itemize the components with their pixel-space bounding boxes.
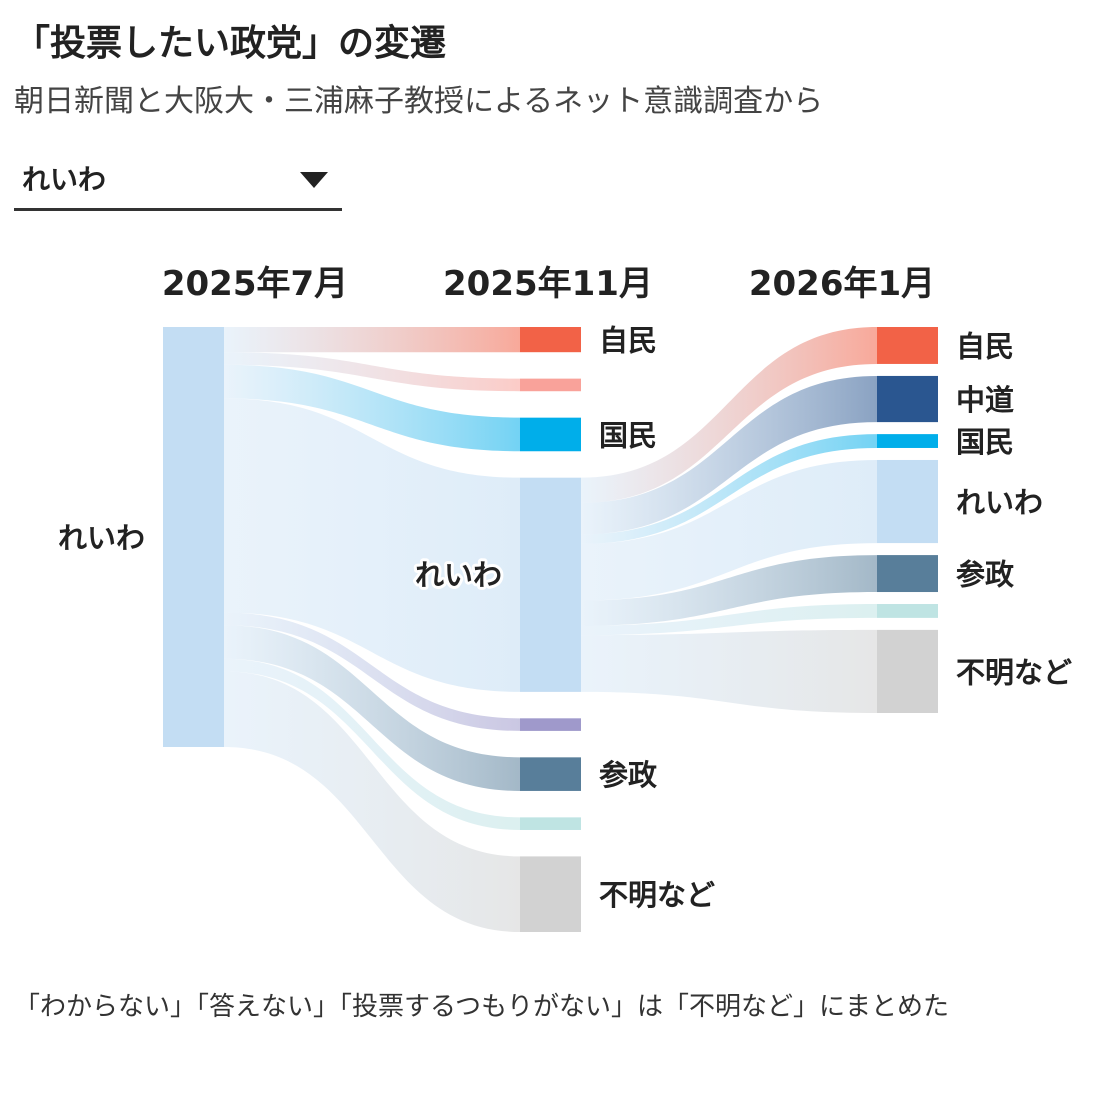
column-header-3: 2026年1月 (749, 264, 935, 304)
sankey-link-r0-to-a_jimin[interactable] (224, 327, 520, 353)
sankey-node-b_fumei[interactable] (877, 629, 938, 713)
sankey-node-b_jimin[interactable] (877, 327, 938, 364)
sankey-link-r0-to-a_fumei[interactable] (224, 671, 520, 932)
sankey-node-b_reiwa[interactable] (877, 459, 938, 544)
sankey-node-a_pink[interactable] (520, 378, 581, 392)
sankey-chart: 2025年7月 2025年11月 2026年1月れいわ自民国民れいわ参政不明など自民… (57, 264, 1073, 932)
sankey-node-a_fumei[interactable] (520, 856, 581, 932)
sankey-link-a_reiwa-to-b_kokumin[interactable] (581, 434, 877, 544)
sankey-links (224, 327, 877, 932)
sankey-label-a_kokumin: 国民 (599, 418, 657, 452)
triangle-down-icon[interactable] (300, 172, 328, 188)
sankey-link-r0-to-a_kokumin[interactable] (224, 364, 520, 452)
sankey-link-a_reiwa-to-b_chudo[interactable] (581, 375, 877, 535)
sankey-label-a_fumei: 不明など (599, 878, 715, 912)
sankey-node-r0[interactable] (163, 327, 224, 747)
sankey-link-r0-to-a_pink[interactable] (224, 352, 520, 392)
sankey-label-b_reiwa: れいわ (956, 486, 1043, 520)
party-selector-value: れいわ (22, 163, 107, 196)
sankey-node-a_kokumin[interactable] (520, 417, 581, 452)
sankey-node-a_reiwa[interactable] (520, 477, 581, 692)
sankey-node-a_purple[interactable] (520, 718, 581, 731)
sankey-label-b_sansei: 参政 (956, 558, 1014, 592)
sankey-node-a_jimin[interactable] (520, 327, 581, 353)
sankey-label-b_kokumin: 国民 (956, 425, 1014, 459)
chart-title: 「投票したい政党」の変遷 (14, 23, 447, 64)
sankey-node-b_kokumin[interactable] (877, 434, 938, 448)
sankey-link-r0-to-a_sansei[interactable] (224, 625, 520, 791)
sankey-node-a_teal[interactable] (520, 817, 581, 830)
party-selector-dropdown[interactable]: れいわ (14, 150, 342, 211)
sankey-label-a_sansei: 参政 (599, 758, 657, 792)
sankey-link-a_reiwa-to-b_jimin[interactable] (581, 327, 877, 503)
sankey-link-a_reiwa-to-b_reiwa[interactable] (581, 459, 877, 601)
chart-subtitle: 朝日新聞と大阪大・三浦麻子教授によるネット意識調査から (14, 84, 824, 119)
sankey-label-r0: れいわ (58, 521, 145, 555)
sankey-link-a_reiwa-to-b_fumei[interactable] (581, 629, 877, 713)
sankey-label-b_chudo: 中道 (956, 383, 1014, 417)
sankey-link-r0-to-a_reiwa[interactable] (224, 398, 520, 692)
sankey-label-b_fumei: 不明など (956, 655, 1072, 689)
column-header-1: 2025年7月 (162, 264, 348, 304)
sankey-label-b_jimin: 自民 (956, 329, 1014, 363)
sankey-node-b_chudo[interactable] (877, 375, 938, 423)
sankey-node-b_teal[interactable] (877, 604, 938, 618)
footnote: 「わからない」「答えない」「投票するつもりがない」は「不明など」にまとめた (14, 992, 949, 1022)
sankey-link-r0-to-a_purple[interactable] (224, 612, 520, 731)
sankey-link-a_reiwa-to-b_teal[interactable] (581, 604, 877, 636)
column-header-2: 2025年11月 (443, 264, 653, 304)
sankey-node-a_sansei[interactable] (520, 757, 581, 791)
sankey-link-a_reiwa-to-b_sansei[interactable] (581, 555, 877, 626)
sankey-label-a_reiwa: れいわ (415, 558, 502, 592)
sankey-node-b_sansei[interactable] (877, 555, 938, 593)
sankey-label-a_jimin: 自民 (599, 324, 657, 358)
sankey-link-r0-to-a_teal[interactable] (224, 658, 520, 830)
